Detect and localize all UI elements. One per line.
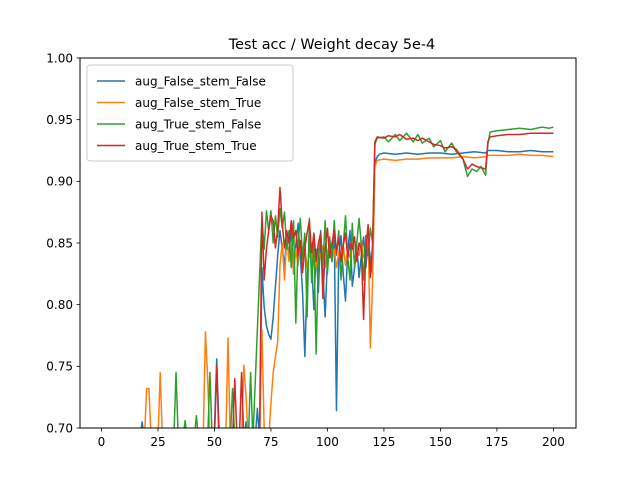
y-tick-label: 0.95	[46, 113, 73, 127]
legend-label-1: aug_False_stem_True	[135, 96, 261, 110]
x-tick-label: 75	[263, 435, 278, 449]
legend-label-3: aug_True_stem_True	[135, 139, 257, 153]
legend-label-2: aug_True_stem_False	[135, 117, 261, 131]
x-tick-label: 125	[372, 435, 395, 449]
x-tick-label: 0	[98, 435, 106, 449]
x-tick-label: 175	[485, 435, 508, 449]
series-line-3	[214, 132, 554, 428]
x-tick-label: 150	[429, 435, 452, 449]
y-tick-label: 0.75	[46, 360, 73, 374]
y-tick-label: 0.90	[46, 175, 73, 189]
y-tick-label: 0.70	[46, 421, 73, 435]
legend-box	[86, 64, 294, 162]
series-layer	[140, 126, 554, 428]
chart-title: Test acc / Weight decay 5e-4	[228, 37, 435, 53]
x-tick-label: 200	[542, 435, 565, 449]
y-tick-label: 1.00	[46, 51, 73, 65]
x-tick-label: 100	[316, 435, 339, 449]
y-axis: 0.70 0.75 0.80 0.85 0.90 0.95 1.00	[46, 51, 80, 435]
series-line-2	[173, 126, 554, 428]
x-tick-label: 25	[150, 435, 165, 449]
x-axis: 0 25 50 75 100 125 150 175 200	[98, 428, 565, 449]
legend: aug_False_stem_False aug_False_stem_Truea…	[86, 64, 294, 162]
y-tick-label: 0.85	[46, 236, 73, 250]
x-tick-label: 50	[207, 435, 222, 449]
y-tick-label: 0.80	[46, 298, 73, 312]
legend-label-0: aug_False_stem_False	[135, 74, 266, 88]
